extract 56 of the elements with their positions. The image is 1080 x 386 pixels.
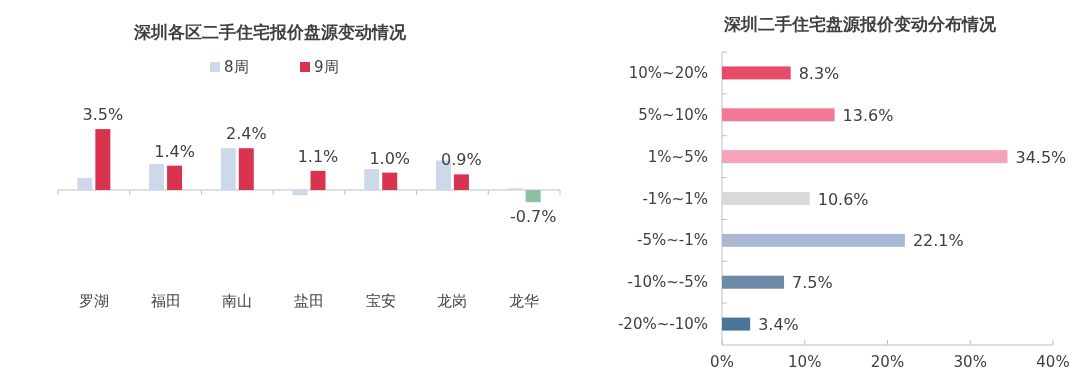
- data-label: -0.7%: [509, 207, 557, 227]
- data-label: 3.4%: [758, 315, 799, 335]
- bar: [722, 275, 785, 289]
- x-tick-label: 福田: [150, 292, 181, 310]
- x-tick-label: 龙岗: [437, 292, 468, 310]
- x-tick-label: 30%: [953, 353, 987, 371]
- x-tick-label: 罗湖: [78, 292, 109, 310]
- y-tick-label: 1%~5%: [647, 147, 708, 166]
- data-label: 13.6%: [842, 105, 894, 125]
- bar: [220, 148, 236, 190]
- data-label: 8.3%: [798, 63, 840, 83]
- x-tick-label: 宝安: [365, 292, 396, 310]
- x-tick-label: 20%: [870, 353, 905, 371]
- bar: [292, 190, 308, 196]
- bar: [167, 165, 183, 190]
- bar: [238, 148, 254, 190]
- bar: [382, 172, 398, 190]
- data-label: 0.9%: [441, 150, 482, 170]
- bar: [722, 192, 810, 205]
- chart-title: 深圳各区二手住宅报价盘源变动情况: [133, 22, 407, 42]
- x-tick-label: 盐田: [294, 292, 324, 310]
- bar: [77, 177, 93, 190]
- data-label: 2.4%: [225, 124, 267, 144]
- data-label: 1.4%: [154, 141, 195, 161]
- bar: [310, 170, 326, 190]
- bar: [722, 108, 835, 122]
- y-tick-label: -5%~-1%: [637, 231, 708, 250]
- data-label: 1.0%: [369, 148, 411, 168]
- y-tick-label: 10%~20%: [628, 63, 708, 82]
- bar: [525, 190, 541, 203]
- bar: [95, 129, 111, 190]
- x-tick-label: 南山: [222, 292, 253, 310]
- legend-label: 8周: [224, 58, 249, 76]
- bar: [722, 66, 791, 80]
- bar: [722, 317, 751, 331]
- bar: [722, 150, 1008, 164]
- y-tick-label: -10%~-5%: [627, 273, 708, 292]
- data-label: 7.5%: [792, 273, 833, 293]
- x-tick-label: 40%: [1036, 353, 1070, 371]
- data-label: 22.1%: [912, 231, 964, 251]
- bar: [453, 174, 469, 190]
- x-tick-label: 10%: [788, 353, 822, 371]
- y-tick-label: 5%~10%: [638, 105, 708, 124]
- data-label: 34.5%: [1015, 147, 1067, 167]
- bar: [149, 163, 165, 190]
- x-tick-label: 龙华: [509, 292, 540, 310]
- x-tick-label: 0%: [710, 353, 734, 371]
- data-label: 3.5%: [82, 105, 124, 125]
- bar: [722, 233, 905, 247]
- data-label: 10.6%: [817, 189, 869, 209]
- y-tick-label: -20%~-10%: [617, 315, 708, 334]
- y-tick-label: -1%~1%: [642, 189, 708, 208]
- bar: [364, 169, 380, 190]
- legend-label: 9周: [314, 58, 339, 76]
- chart-title: 深圳二手住宅盘源报价变动分布情况: [723, 14, 997, 34]
- data-label: 1.1%: [297, 146, 339, 166]
